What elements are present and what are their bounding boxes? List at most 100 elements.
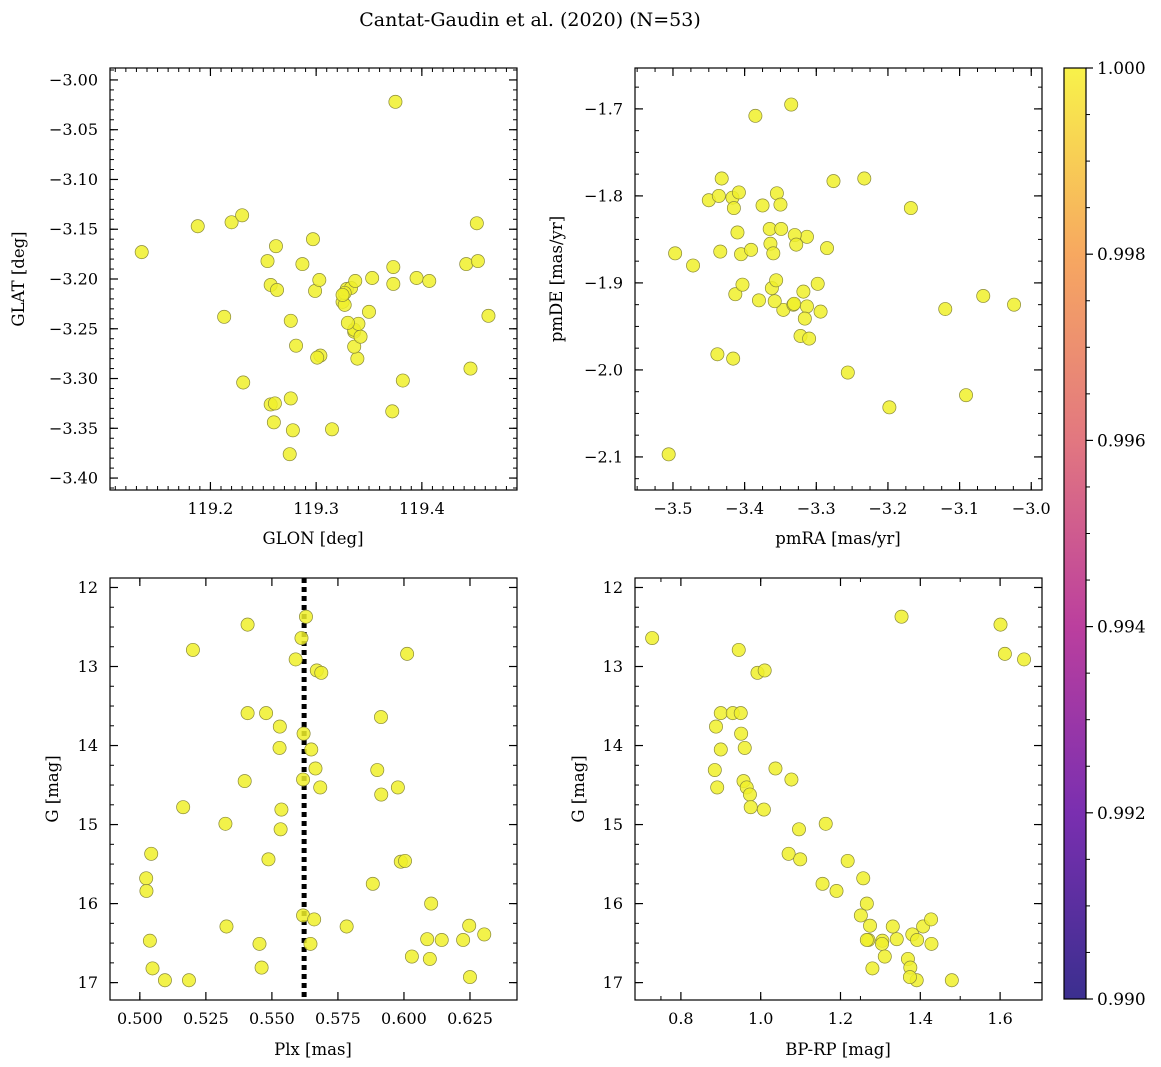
scatter-point — [752, 293, 766, 308]
scatter-point — [270, 282, 284, 297]
colorbar-ticks: 0.990 0.992 0.994 0.996 0.998 1.000 — [1086, 59, 1146, 1010]
scatter-point — [469, 216, 484, 231]
scatter-point — [661, 447, 676, 462]
scatter-point — [145, 961, 160, 976]
scatter-point — [235, 208, 250, 223]
scatter-point — [434, 932, 449, 947]
y-tick-label: −1.7 — [584, 99, 623, 118]
panel-bprp-g: 0.8 1.0 1.2 1.4 1.6 12 13 14 15 16 17 BP-RP [mag]… — [569, 577, 1043, 1059]
y-tick-label: −2.1 — [584, 447, 623, 466]
y-tick-label: 14 — [603, 736, 623, 755]
scatter-point — [240, 706, 255, 721]
x-tick-label: 119.4 — [399, 499, 445, 518]
scatter-point — [283, 313, 298, 328]
y-axis-label: G [mag] — [569, 755, 588, 822]
scatter-point — [742, 787, 757, 802]
x-tick-label: 0.575 — [315, 1009, 361, 1028]
panel-plx-g: 0.500 0.525 0.550 0.575 0.600 0.625 121314151… — [43, 577, 518, 1059]
scatter-point — [266, 415, 281, 430]
scatter-point — [272, 719, 287, 734]
x-axis-ticks: 0.8 1.0 1.2 1.4 1.6 — [660, 578, 1013, 1028]
scatter-point — [386, 260, 401, 275]
scatter-point — [409, 271, 424, 285]
scatter-point — [735, 277, 750, 292]
x-tick-label: −3.4 — [725, 499, 764, 518]
scatter-point — [859, 932, 874, 947]
scatter-point — [902, 970, 917, 985]
scatter-point — [815, 876, 830, 891]
scatter-point — [285, 423, 300, 438]
y-tick-label: −3.40 — [49, 469, 98, 488]
scatter-point — [374, 787, 389, 802]
panel-pmra-pmde: −3.5 −3.4 −3.3 −3.2 −3.1 −3.0 −1.7 −1.8 −1.9 −2.… — [547, 67, 1051, 548]
scatter-point — [733, 706, 748, 721]
scatter-point — [217, 309, 232, 324]
scatter-point — [743, 800, 758, 815]
y-axis-ticks: 12 13 14 15 16 17 — [603, 578, 1042, 992]
y-tick-label: −3.10 — [49, 170, 98, 189]
scatter-point — [144, 846, 159, 861]
plot-frame — [634, 67, 1043, 491]
scatter-point — [1017, 652, 1031, 667]
y-tick-label: 17 — [78, 973, 98, 992]
y-tick-label: −3.25 — [49, 319, 98, 338]
scatter-point — [1007, 297, 1022, 312]
y-tick-label: 14 — [78, 736, 98, 755]
scatter-point — [339, 919, 354, 934]
x-tick-label: 0.550 — [249, 1009, 295, 1028]
scatter-point — [784, 97, 799, 112]
scatter-point — [711, 188, 726, 203]
scatter-point — [800, 299, 814, 314]
scatter-point — [726, 351, 741, 366]
scatter-point — [219, 919, 234, 934]
scatter-point — [295, 257, 310, 272]
scatter-point — [853, 908, 868, 923]
scatter-points — [139, 609, 492, 988]
scatter-point — [481, 308, 496, 323]
scatter-point — [889, 932, 904, 947]
x-tick-label: 0.525 — [183, 1009, 229, 1028]
scatter-point — [728, 287, 743, 302]
scatter-point — [938, 302, 953, 316]
scatter-point — [370, 763, 385, 777]
scatter-point — [185, 642, 200, 657]
scatter-point — [273, 822, 288, 837]
scatter-point — [470, 254, 485, 269]
scatter-point — [282, 447, 297, 462]
x-tick-label: 1.2 — [828, 1009, 853, 1028]
scatter-points — [134, 94, 496, 462]
scatter-point — [462, 918, 477, 933]
scatter-point — [240, 617, 255, 632]
scatter-point — [796, 284, 811, 299]
scatter-point — [340, 315, 355, 330]
scatter-point — [224, 215, 239, 230]
scatter-point — [190, 219, 205, 234]
scatter-point — [313, 780, 328, 795]
scatter-point — [463, 970, 477, 985]
scatter-point — [365, 271, 380, 285]
x-tick-label: −3.0 — [1012, 499, 1051, 518]
scatter-point — [903, 201, 918, 216]
y-axis-label: GLAT [deg] — [9, 231, 28, 326]
scatter-point — [910, 932, 925, 947]
y-axis-ticks: 12 13 14 15 16 17 — [78, 578, 517, 992]
y-tick-label: −2.0 — [584, 360, 623, 379]
x-axis-ticks: −3.5 −3.4 −3.3 −3.2 −3.1 −3.0 — [636, 68, 1051, 518]
x-tick-label: 0.500 — [117, 1009, 163, 1028]
y-tick-label: −1.8 — [584, 186, 623, 205]
y-tick-label: −3.30 — [49, 369, 98, 388]
x-axis-label: pmRA [mas/yr] — [775, 529, 900, 548]
scatter-point — [296, 772, 311, 787]
x-axis-label: GLON [deg] — [262, 529, 363, 548]
y-tick-label: 15 — [603, 815, 623, 834]
x-tick-label: −3.5 — [654, 499, 693, 518]
scatter-point — [944, 973, 959, 988]
scatter-point — [390, 780, 405, 795]
scatter-point — [784, 772, 799, 787]
scatter-point — [477, 927, 492, 942]
scatter-point — [976, 289, 991, 303]
scatter-point — [236, 375, 251, 390]
scatter-point — [456, 932, 471, 947]
scatter-point — [645, 631, 660, 646]
